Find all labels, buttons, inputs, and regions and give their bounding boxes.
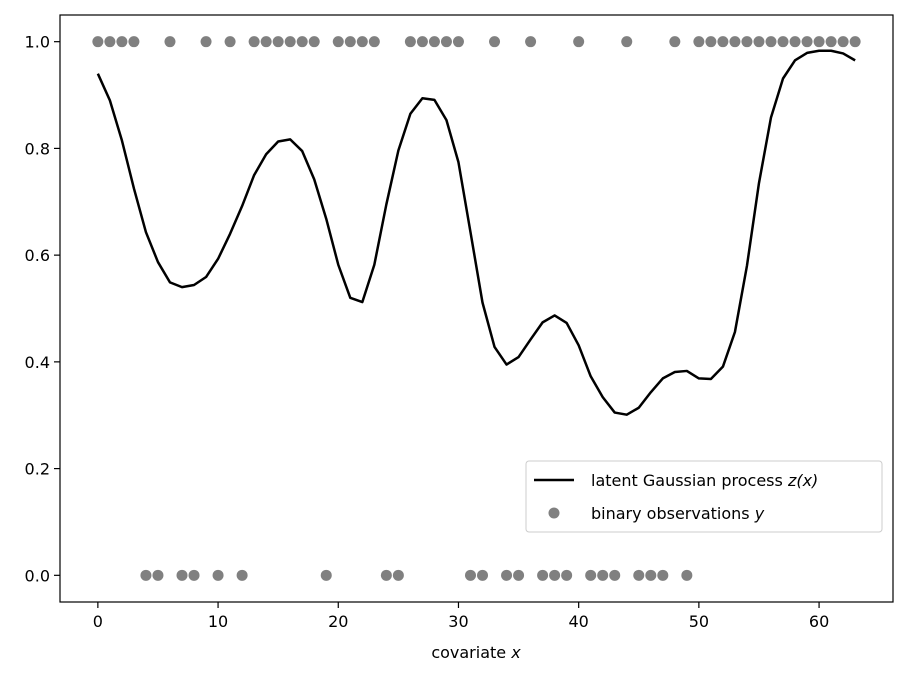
observation-point bbox=[332, 36, 344, 48]
observation-point bbox=[837, 36, 849, 48]
observation-point bbox=[116, 36, 128, 48]
observation-point bbox=[801, 36, 813, 48]
observation-point bbox=[152, 569, 164, 581]
observation-point bbox=[477, 569, 489, 581]
x-tick-label: 50 bbox=[689, 612, 709, 631]
observation-point bbox=[188, 569, 200, 581]
observation-point bbox=[561, 569, 573, 581]
observation-point bbox=[777, 36, 789, 48]
observation-point bbox=[128, 36, 140, 48]
observation-point bbox=[729, 36, 741, 48]
y-tick-label: 0.0 bbox=[25, 566, 50, 585]
observation-point bbox=[464, 569, 476, 581]
x-axis-ticks: 0 10 20 30 40 50 60 bbox=[93, 602, 829, 631]
observation-point bbox=[284, 36, 296, 48]
legend: latent Gaussian process z(x) binary obse… bbox=[525, 460, 883, 533]
observation-point bbox=[104, 36, 116, 48]
observation-point bbox=[597, 569, 609, 581]
observation-point bbox=[765, 36, 777, 48]
observation-point bbox=[489, 36, 501, 48]
observation-point bbox=[440, 36, 452, 48]
observation-point bbox=[176, 569, 188, 581]
observation-point bbox=[849, 36, 861, 48]
observation-point bbox=[452, 36, 464, 48]
observation-point bbox=[645, 569, 657, 581]
observation-point bbox=[92, 36, 104, 48]
latent-process-line bbox=[96, 49, 856, 416]
plot-frame bbox=[59, 14, 894, 603]
legend-label-latent: latent Gaussian process z(x) bbox=[591, 471, 818, 490]
observation-point bbox=[368, 36, 380, 48]
observation-point bbox=[813, 36, 825, 48]
observation-point bbox=[296, 36, 308, 48]
observation-point bbox=[537, 569, 549, 581]
observation-point bbox=[260, 36, 272, 48]
observation-point bbox=[789, 36, 801, 48]
observation-point bbox=[753, 36, 765, 48]
y-tick-label: 0.6 bbox=[25, 246, 50, 265]
observation-point bbox=[272, 36, 284, 48]
legend-label-observations: binary observations y bbox=[591, 504, 765, 523]
observation-point bbox=[621, 36, 633, 48]
observation-point bbox=[344, 36, 356, 48]
y-tick-label: 0.4 bbox=[25, 353, 50, 372]
y-tick-label: 1.0 bbox=[25, 33, 50, 52]
observation-point bbox=[525, 36, 537, 48]
x-tick-label: 30 bbox=[448, 612, 468, 631]
y-axis-ticks: 0.0 0.2 0.4 0.6 0.8 1.0 bbox=[25, 33, 60, 585]
observation-point bbox=[356, 36, 368, 48]
plot-area bbox=[59, 14, 894, 603]
x-tick-label: 40 bbox=[568, 612, 588, 631]
observation-point bbox=[705, 36, 717, 48]
observation-point bbox=[609, 569, 621, 581]
y-tick-label: 0.8 bbox=[25, 139, 50, 158]
x-tick-label: 0 bbox=[93, 612, 103, 631]
observation-point bbox=[501, 569, 513, 581]
observation-point bbox=[693, 36, 705, 48]
observation-point bbox=[633, 569, 645, 581]
observation-point bbox=[212, 569, 224, 581]
observation-point bbox=[404, 36, 416, 48]
observation-point bbox=[573, 36, 585, 48]
y-tick-label: 0.2 bbox=[25, 460, 50, 479]
observation-point bbox=[657, 569, 669, 581]
observation-point bbox=[681, 569, 693, 581]
observation-point bbox=[248, 36, 260, 48]
x-tick-label: 20 bbox=[328, 612, 348, 631]
observation-point bbox=[164, 36, 176, 48]
observation-point bbox=[236, 569, 248, 581]
observation-point bbox=[669, 36, 681, 48]
x-axis-label: covariate x bbox=[431, 643, 521, 662]
observation-point bbox=[308, 36, 320, 48]
observation-point bbox=[224, 36, 236, 48]
observation-point bbox=[825, 36, 837, 48]
observation-point bbox=[513, 569, 525, 581]
observation-point bbox=[140, 569, 152, 581]
observation-point bbox=[416, 36, 428, 48]
observation-point bbox=[717, 36, 729, 48]
legend-marker-swatch bbox=[548, 507, 560, 519]
observation-point bbox=[428, 36, 440, 48]
legend-box bbox=[525, 460, 883, 533]
observation-point bbox=[320, 569, 332, 581]
observation-point bbox=[200, 36, 212, 48]
observation-point bbox=[585, 569, 597, 581]
observation-point bbox=[741, 36, 753, 48]
observation-point bbox=[549, 569, 561, 581]
x-tick-label: 60 bbox=[809, 612, 829, 631]
x-tick-label: 10 bbox=[208, 612, 228, 631]
observation-point bbox=[380, 569, 392, 581]
observation-point bbox=[392, 569, 404, 581]
